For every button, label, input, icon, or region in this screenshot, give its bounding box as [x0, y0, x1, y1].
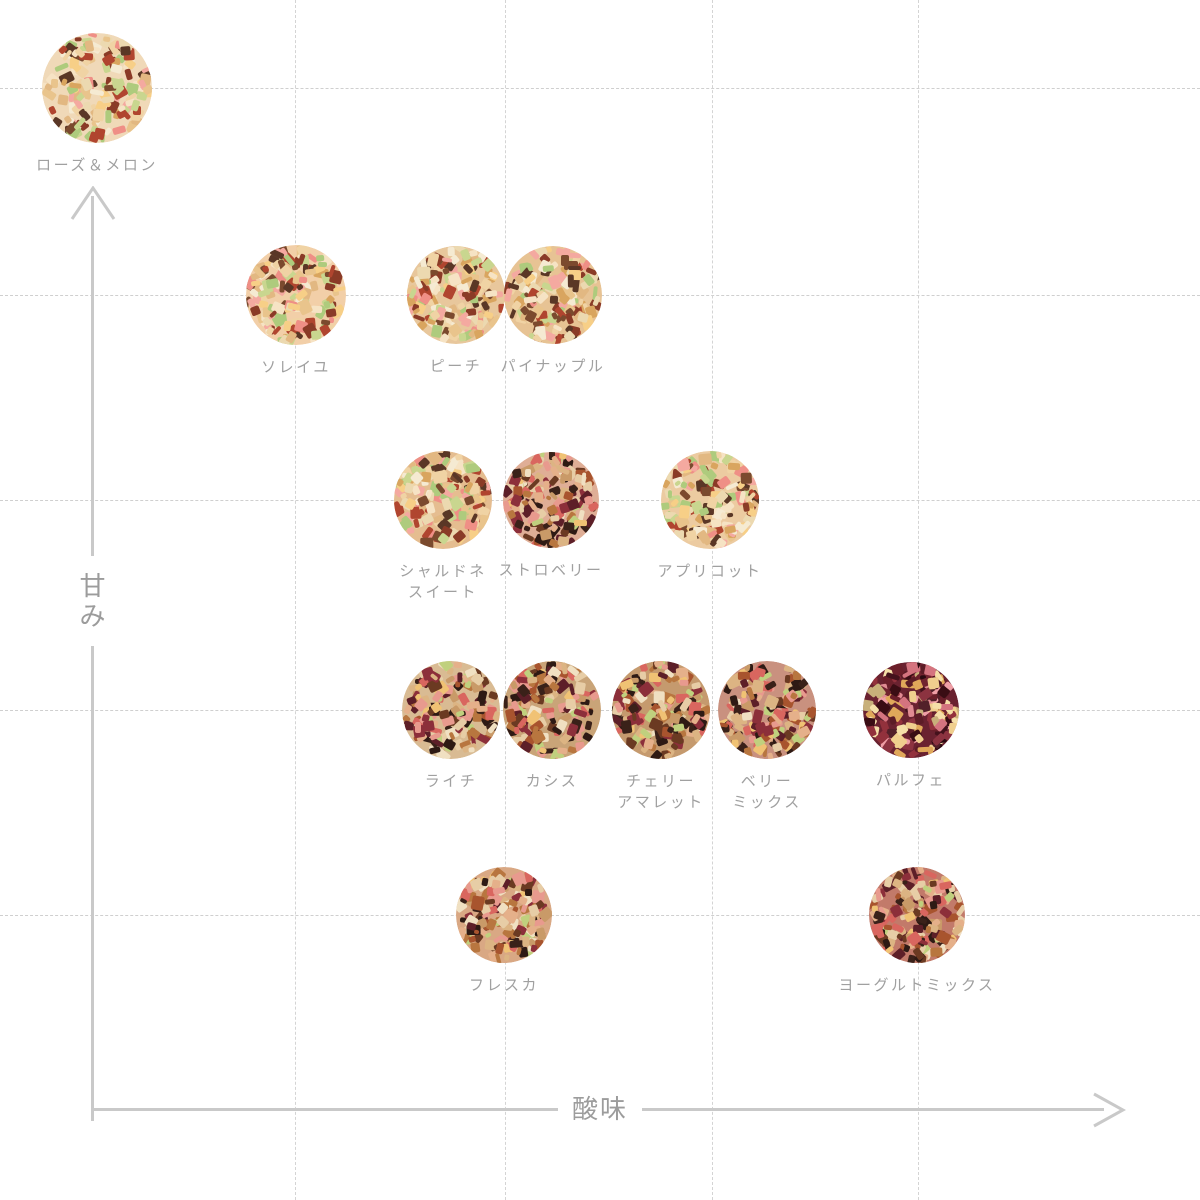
- data-point-label: パルフェ: [876, 770, 946, 791]
- gridline-horizontal-0: [0, 88, 1200, 89]
- data-point-label: フレスカ: [469, 975, 539, 996]
- x-axis-label: 酸味: [0, 1095, 1200, 1125]
- data-point-label-line: ベリー: [740, 772, 794, 790]
- tea-blend-image: [718, 661, 816, 759]
- y-axis-line-lower: [91, 646, 94, 1121]
- blend-texture: [661, 451, 759, 549]
- tea-blend-image: [456, 867, 552, 963]
- tea-blend-image: [863, 662, 959, 758]
- y-axis-label: 甘 み: [70, 572, 116, 632]
- tea-blend-image: [503, 661, 601, 759]
- data-point-label-line: カシス: [525, 772, 579, 790]
- blend-texture: [503, 452, 599, 548]
- blend-texture: [612, 661, 710, 759]
- tea-blend-image: [503, 452, 599, 548]
- gridline-horizontal-2: [0, 500, 1200, 501]
- blend-texture: [503, 661, 601, 759]
- blend-texture: [246, 245, 346, 345]
- data-point-label-line: フレスカ: [468, 976, 540, 994]
- data-point-label: ストロベリー: [498, 560, 603, 581]
- tea-blend-image: [612, 661, 710, 759]
- blend-texture: [402, 661, 500, 759]
- tea-blend-image: [407, 246, 505, 344]
- data-point-label: ヨーグルトミックス: [838, 975, 995, 996]
- blend-texture: [863, 662, 959, 758]
- tea-blend-image: [661, 451, 759, 549]
- data-point-label: アプリコット: [657, 561, 762, 582]
- blend-texture: [456, 867, 552, 963]
- blend-texture: [718, 661, 816, 759]
- gridline-vertical-0: [295, 0, 296, 1200]
- y-axis-line-upper: [91, 196, 94, 556]
- data-point-label-line: アプリコット: [657, 562, 763, 580]
- y-axis-arrow-icon: [70, 186, 116, 220]
- data-point-label-line: ヨーグルトミックス: [838, 976, 996, 994]
- data-point-label: ライチ: [425, 771, 478, 792]
- data-point-label-line: ミックス: [732, 793, 802, 811]
- data-point-label: チェリー アマレット: [617, 771, 705, 813]
- blend-texture: [407, 246, 505, 344]
- gridline-vertical-3: [918, 0, 919, 1200]
- data-point-label-line: ソレイユ: [261, 358, 331, 376]
- data-point-label: ベリー ミックス: [732, 771, 802, 813]
- data-point-label-line: チェリー: [625, 772, 697, 790]
- data-point-label: ソレイユ: [261, 357, 331, 378]
- data-point-label-line: ローズ＆メロン: [36, 156, 158, 174]
- tea-blend-image: [504, 246, 602, 344]
- data-point-label-line: ストロベリー: [498, 561, 604, 579]
- tea-blend-image: [402, 661, 500, 759]
- data-point-label: パイナップル: [501, 356, 606, 377]
- gridline-vertical-1: [505, 0, 506, 1200]
- data-point-label: シャルドネ スイート: [399, 561, 487, 603]
- data-point-label-line: パイナップル: [500, 357, 606, 375]
- blend-texture: [869, 867, 965, 963]
- data-point-label-line: スイート: [407, 583, 479, 601]
- data-point-label-line: シャルドネ: [399, 562, 487, 580]
- blend-texture: [394, 451, 492, 549]
- data-point-label-line: パルフェ: [875, 771, 947, 789]
- tea-blend-image: [869, 867, 965, 963]
- data-point-label-line: ピーチ: [429, 357, 483, 375]
- gridline-horizontal-4: [0, 915, 1200, 916]
- y-axis-label-char-1: 甘: [79, 572, 107, 602]
- data-point-label: ローズ＆メロン: [36, 155, 158, 176]
- blend-texture: [504, 246, 602, 344]
- blend-texture: [42, 33, 152, 143]
- x-axis-arrow-icon: [1092, 1092, 1126, 1128]
- data-point-label: ピーチ: [430, 356, 483, 377]
- tea-blend-image: [246, 245, 346, 345]
- x-axis-label-text: 酸味: [557, 1095, 642, 1125]
- data-point-label: カシス: [526, 771, 579, 792]
- y-axis-label-char-2: み: [79, 602, 107, 632]
- data-point-label-line: ライチ: [424, 772, 478, 790]
- tea-blend-image: [42, 33, 152, 143]
- tea-blend-image: [394, 451, 492, 549]
- data-point-label-line: アマレット: [617, 793, 705, 811]
- gridline-vertical-2: [712, 0, 713, 1200]
